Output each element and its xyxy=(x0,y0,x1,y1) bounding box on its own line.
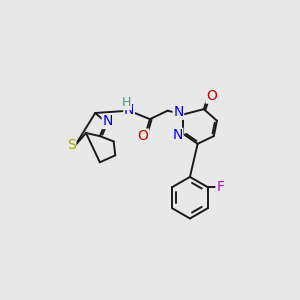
Text: N: N xyxy=(124,103,134,117)
Text: O: O xyxy=(206,89,217,103)
Text: F: F xyxy=(216,180,224,194)
Text: N: N xyxy=(102,115,113,128)
Text: N: N xyxy=(172,128,183,142)
Text: H: H xyxy=(122,97,131,110)
Text: S: S xyxy=(67,138,76,152)
Text: N: N xyxy=(173,105,184,119)
Text: O: O xyxy=(137,129,148,143)
